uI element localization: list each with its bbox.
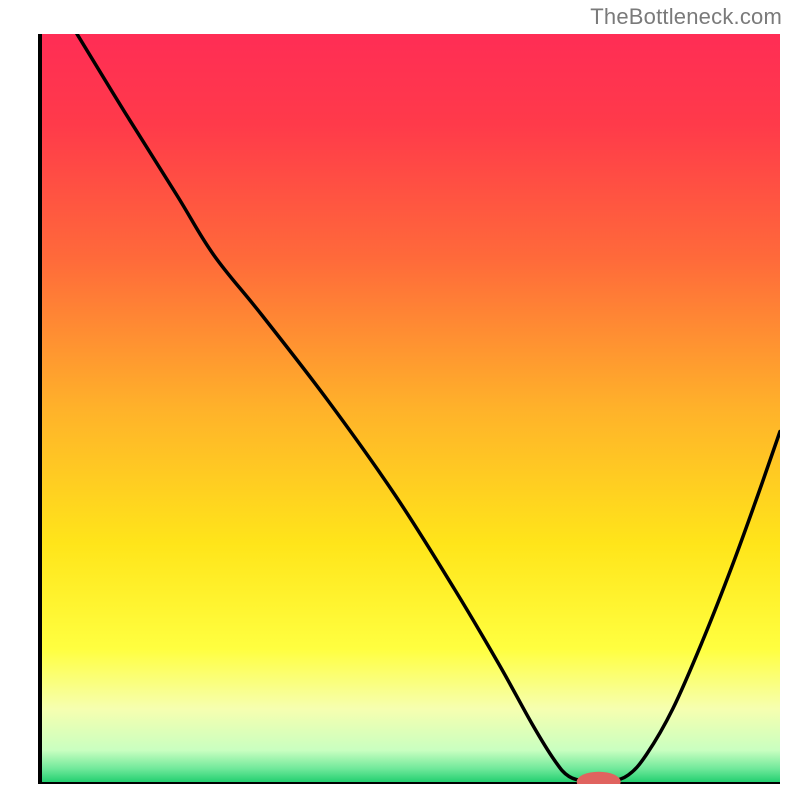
bottleneck-curve-chart — [20, 34, 780, 784]
chart-svg — [20, 34, 780, 784]
plot-gradient-background — [40, 34, 780, 784]
watermark-text: TheBottleneck.com — [590, 4, 782, 30]
